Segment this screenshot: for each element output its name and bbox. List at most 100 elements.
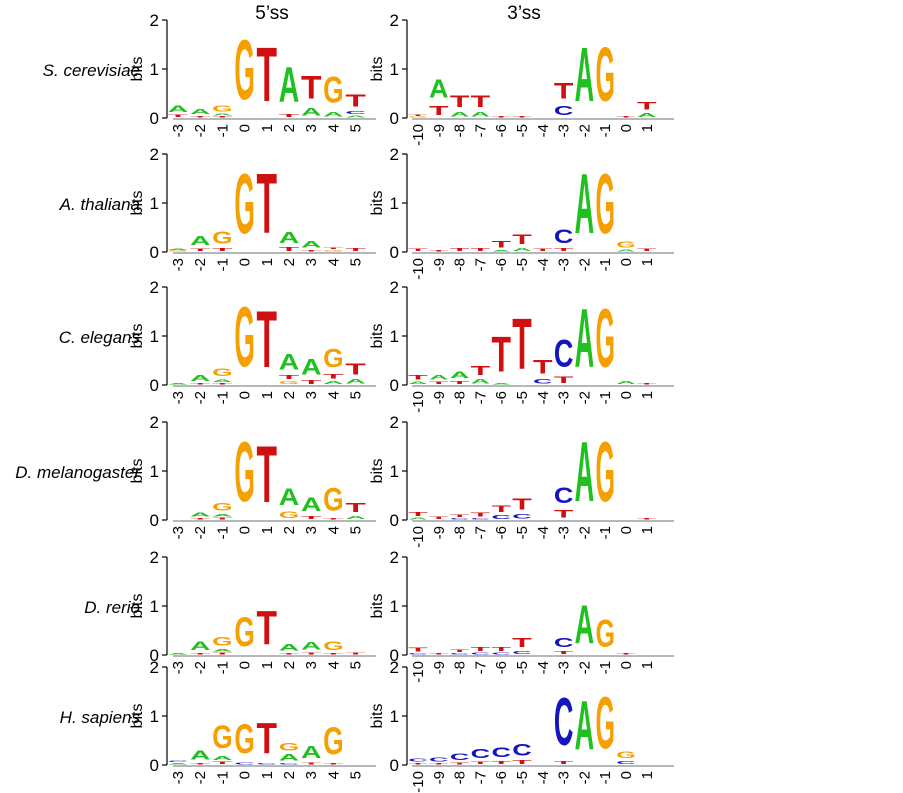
x-tick-label: 1 — [259, 258, 276, 266]
logo-letter-T: T — [471, 512, 491, 518]
species-label: H. sapiens — [60, 708, 141, 727]
x-tick-label: -1 — [597, 124, 614, 137]
x-tick-label: -1 — [214, 771, 231, 784]
x-tick-label: -6 — [493, 258, 510, 271]
logo-letter-C: C — [471, 652, 491, 655]
x-tick-label: -9 — [431, 661, 448, 674]
x-tick-label: -2 — [576, 124, 593, 137]
logo-letter-A: A — [345, 115, 366, 118]
y-tick-label: 1 — [150, 597, 159, 616]
logo-letter-A: A — [637, 112, 657, 118]
logo-letter-A: A — [190, 374, 211, 383]
y-tick-label: 0 — [150, 756, 159, 775]
logo-letter-C: C — [408, 653, 428, 655]
logo-letter-G: G — [595, 682, 614, 765]
logo-letter-T: T — [190, 383, 211, 385]
logo-letter-T: T — [408, 647, 428, 653]
logo-letter-C: C — [234, 762, 254, 765]
logo-letter-C: C — [450, 753, 470, 763]
x-tick-label: 4 — [325, 124, 342, 132]
species-label: A. thaliana — [59, 195, 140, 214]
logo-letter-T: T — [471, 93, 491, 111]
logo-letter-T: T — [257, 715, 278, 763]
logo-letter-T: T — [491, 503, 511, 514]
logo-letter-A: A — [345, 515, 366, 520]
logo-letter-A: A — [168, 763, 189, 765]
column-title-5ss: 5’ss — [255, 3, 288, 24]
logo-letter-C: C — [554, 226, 573, 248]
logo-rows: S. cerevisiae012bitsTA-3TA-2TAG-1G0T1TA2… — [15, 11, 674, 793]
logo-letter-C: C — [512, 513, 531, 520]
logo-letter-T: T — [512, 232, 531, 247]
x-tick-label: 5 — [348, 391, 365, 399]
x-tick-label: 0 — [618, 258, 635, 266]
y-tick-label: 0 — [390, 243, 399, 262]
x-tick-label: 1 — [259, 661, 276, 669]
logo-letter-T: T — [279, 653, 300, 655]
logo-letter-A: A — [575, 688, 594, 766]
y-axis-label: bits — [129, 459, 146, 484]
logo-letter-G: G — [212, 502, 232, 514]
x-tick-label: 1 — [639, 661, 656, 669]
x-tick-label: -6 — [493, 391, 510, 404]
logo-letter-A: A — [212, 648, 233, 652]
logo-letter-T: T — [637, 518, 657, 520]
x-tick-label: -8 — [452, 661, 469, 674]
x-tick-label: 2 — [281, 771, 298, 779]
logo-letter-G: G — [234, 610, 254, 655]
logo-letter-T: T — [429, 653, 449, 655]
logo-letter-A: A — [471, 111, 490, 118]
y-tick-label: 1 — [390, 597, 399, 616]
logo-letter-A: A — [345, 378, 366, 385]
logo-letter-A: A — [616, 249, 636, 252]
logo-letter-A: A — [301, 494, 321, 516]
logo-letter-C: C — [450, 653, 470, 655]
x-tick-label: -1 — [597, 771, 614, 784]
logo-letter-G: G — [323, 250, 344, 252]
logo-letter-C: C — [450, 518, 470, 520]
y-tick-label: 1 — [390, 327, 399, 346]
logo-letter-C: C — [533, 378, 552, 385]
logo-letter-T: T — [323, 763, 344, 765]
x-tick-label: -1 — [597, 526, 614, 539]
logo-letter-C: C — [471, 518, 491, 520]
x-tick-label: -9 — [431, 771, 448, 784]
x-tick-label: 1 — [639, 124, 656, 132]
logo-letter-T: T — [471, 761, 491, 765]
logo-letter-T: T — [212, 761, 233, 765]
logo-letter-C: C — [345, 110, 366, 115]
y-tick-label: 2 — [390, 145, 399, 164]
y-tick-label: 2 — [150, 658, 159, 677]
logo-letter-T: T — [637, 248, 657, 252]
logo-letter-A: A — [279, 350, 299, 374]
y-axis-label: bits — [369, 57, 386, 82]
logo-letter-T: T — [323, 518, 344, 520]
x-tick-label: -1 — [214, 391, 231, 404]
logo-letter-C: C — [429, 757, 449, 763]
logo-letter-C: C — [554, 636, 573, 650]
x-tick-label: -5 — [514, 124, 531, 137]
logo-letter-G: G — [616, 750, 635, 761]
logo-letter-T: T — [257, 31, 277, 118]
logo-letter-A: A — [212, 756, 233, 762]
species-row: H. sapiens012bitsAC-3TA-2TAG-1CG0CT1CAG2… — [60, 658, 674, 793]
logo-letter-T: T — [212, 652, 233, 655]
logo-letter-T: T — [323, 373, 344, 380]
x-tick-label: -10 — [410, 391, 427, 413]
x-tick-label: -7 — [472, 771, 489, 784]
logo-letter-T: T — [491, 760, 511, 765]
x-tick-label: 3 — [303, 391, 320, 399]
logo-letter-T: T — [429, 516, 449, 520]
x-tick-label: -6 — [493, 661, 510, 674]
logo-letter-A: A — [279, 753, 300, 763]
y-tick-label: 2 — [390, 413, 399, 432]
x-tick-label: -10 — [410, 661, 427, 683]
y-tick-label: 0 — [390, 756, 399, 775]
x-tick-label: -10 — [410, 526, 427, 548]
x-tick-label: -7 — [472, 258, 489, 271]
x-tick-label: -8 — [452, 258, 469, 271]
x-tick-label: -10 — [410, 124, 427, 146]
logo-letter-A: A — [408, 517, 428, 520]
